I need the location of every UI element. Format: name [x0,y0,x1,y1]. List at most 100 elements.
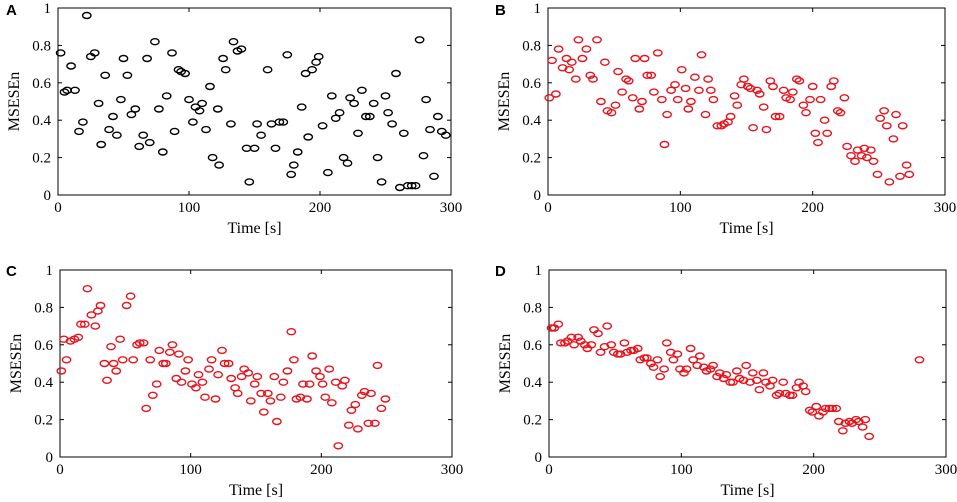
panel-a-data-point [372,153,383,162]
panel-c-data-point [167,341,178,349]
panel-a-xtick-label: 100 [178,200,201,216]
panel-d-ytick-label: 0.6 [523,338,542,354]
panel-b-xtick-label: 0 [544,200,552,216]
panel-b-data-point [801,108,811,117]
panel-b-data-point [547,56,557,65]
panel-b-data-point [703,75,713,83]
panel-a-data-point [394,183,405,192]
panel-a-data-point [334,108,345,117]
panel-c-data-point [232,389,243,398]
panel-d-data-point [767,376,778,384]
panel-b-data-point [761,125,772,134]
panel-a-data-point [249,144,260,153]
panel-a-data-point [89,49,100,57]
panel-d-data-point [692,361,703,370]
panel-d-data-point [553,320,564,328]
panel-b-xtick-label: 300 [934,200,957,216]
panel-c-data-point [173,350,184,358]
panel-c-data-point [380,395,391,403]
panel-b-data-point [770,112,781,121]
panel-b-data-point [566,58,577,66]
panel-b-data-point [646,71,657,80]
panel-a-data-point [421,95,431,104]
panel-b-data-point [573,36,584,44]
panel-a-data-point [81,11,92,20]
panel-b-data-point [544,94,555,102]
panel-d-xlabel: Time [s] [720,482,774,499]
panel-a-ytick-label: 0.8 [32,38,51,54]
panel-d-data-point [787,391,798,399]
panel-d-xtick-label: 0 [545,462,553,478]
panel-d-data-point [721,371,732,379]
panel-a-data-point [180,69,191,78]
panel-d-ytick-label: 0.2 [523,413,542,429]
panel-b-data-point [813,138,823,147]
panel-a-data-point [292,148,303,156]
panel-d-data-point [860,415,871,424]
panel-b-data-point [752,86,762,95]
panel-b-data-point [634,105,645,113]
panel-a-data-point [326,92,337,100]
panel-d-data-point [800,387,811,396]
panel-a-data-point [74,127,84,136]
panel-b-data-point [748,123,758,132]
panel-a-data-point [286,170,297,179]
panel-d-data-point [681,365,692,373]
panel-b-data-point [901,161,912,169]
panel-b-data-point [666,86,676,95]
panel-d-label: D [495,263,506,280]
panel-c-frame [59,269,453,458]
panel-d-data-point [705,365,716,373]
panel-c: C Time [s] MSESEn 0 100 200 300 0 0.2 0.4 0.6 0.… [6,263,463,499]
panel-a-data-point [266,120,277,128]
panel-b-data-point [768,82,778,91]
panel-a-ytick-label: 0.2 [32,151,51,167]
panel-c-data-point [288,356,299,364]
panel-b-data-point [690,73,700,81]
panel-c-data-point [315,372,325,381]
panel-c-ytick-label: 0.8 [34,300,53,316]
panel-c-ytick-label: 0.4 [34,375,53,391]
panel-d-ytick-label: 1 [535,263,543,279]
panel-b-data-point [778,86,789,95]
panel-a-ytick-label: 0.4 [32,113,51,129]
panel-b-data-point [884,178,895,186]
panel-c-data-point [326,399,337,407]
panel-b-data-point [891,110,901,119]
panel-a-data-point [368,99,379,108]
panel-b-data-point [807,82,818,91]
panel-d-ylabel: MSESEn [497,334,514,394]
panel-b-frame [547,7,946,196]
panel-d-data-point [771,391,782,399]
panel-c-data-point [204,365,214,373]
panel-a-data-point [236,45,247,53]
panel-b-data-point [600,58,610,66]
panel-b-xtick-label: 200 [801,200,824,216]
panel-c-data-point [317,380,328,388]
panel-b-data-point [859,144,870,153]
panel-a-data-point [149,38,160,46]
panel-c-data-point [256,389,267,398]
panel-b-data-point [672,95,683,104]
panel-b-data-point [627,94,638,102]
panel-c-data-point [197,378,208,386]
panel-b-data-point [879,107,889,115]
panel-d-data-point [857,423,868,431]
panel-b-xlabel: Time [s] [719,220,773,237]
panel-c-data-point [176,378,187,386]
panel-c-data-point [106,343,116,351]
panel-c-data-point [82,285,93,293]
panel-d-data-point [586,341,597,349]
panel-b-ylabel: MSESEn [496,72,513,132]
panel-b-data-point [551,90,561,98]
panel-c-ytick-label: 0.2 [34,413,53,429]
panel-b-data-point [888,135,899,143]
panel-d-data-point [827,404,838,413]
panel-d-data-point [615,350,626,358]
panel-a-data-point [100,71,111,80]
panel-d-data-point [774,389,785,398]
panel-a-data-point [78,118,88,126]
panel-c-data-point [269,372,280,381]
panel-c-data-point [298,380,308,388]
panel-d-data-point [668,356,679,364]
